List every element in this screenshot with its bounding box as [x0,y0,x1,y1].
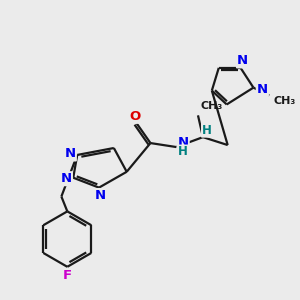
Text: CH₃: CH₃ [201,101,223,111]
Text: CH₃: CH₃ [273,95,296,106]
Text: O: O [129,110,140,123]
Text: N: N [257,83,268,96]
Text: F: F [63,269,72,282]
Text: H: H [178,146,188,158]
Text: N: N [237,54,248,68]
Text: N: N [65,148,76,160]
Text: H: H [202,124,212,137]
Text: N: N [178,136,189,148]
Text: N: N [61,172,72,185]
Text: N: N [94,189,106,202]
